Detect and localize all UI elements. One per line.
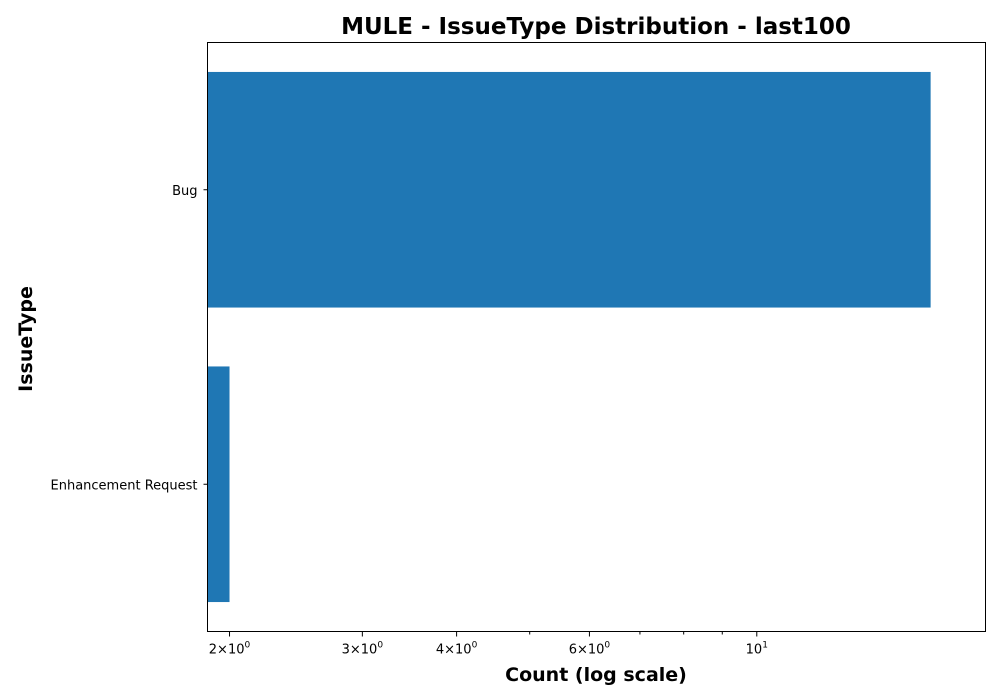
x-axis-ticks: 2×100 3×100 4×100 6×100 101 bbox=[209, 631, 768, 658]
y-tick-label-enhancement-request: Enhancement Request bbox=[51, 478, 198, 493]
x-tick-label: 101 bbox=[746, 641, 768, 658]
x-tick-label: 2×100 bbox=[209, 641, 251, 658]
bar-enhancement-request bbox=[207, 366, 230, 603]
bar-bug bbox=[207, 71, 931, 308]
x-tick-label: 4×100 bbox=[436, 641, 478, 658]
y-tick-label-bug: Bug bbox=[172, 184, 197, 199]
x-tick-label: 3×100 bbox=[342, 641, 384, 658]
plot-frame bbox=[207, 42, 986, 632]
x-axis-label: Count (log scale) bbox=[505, 664, 687, 686]
y-axis-label: IssueType bbox=[15, 286, 37, 392]
x-tick-label: 6×100 bbox=[569, 641, 611, 658]
chart-title: MULE - IssueType Distribution - last100 bbox=[341, 14, 851, 40]
bars-group bbox=[207, 71, 931, 603]
y-axis-ticks: Bug Enhancement Request bbox=[51, 184, 208, 493]
